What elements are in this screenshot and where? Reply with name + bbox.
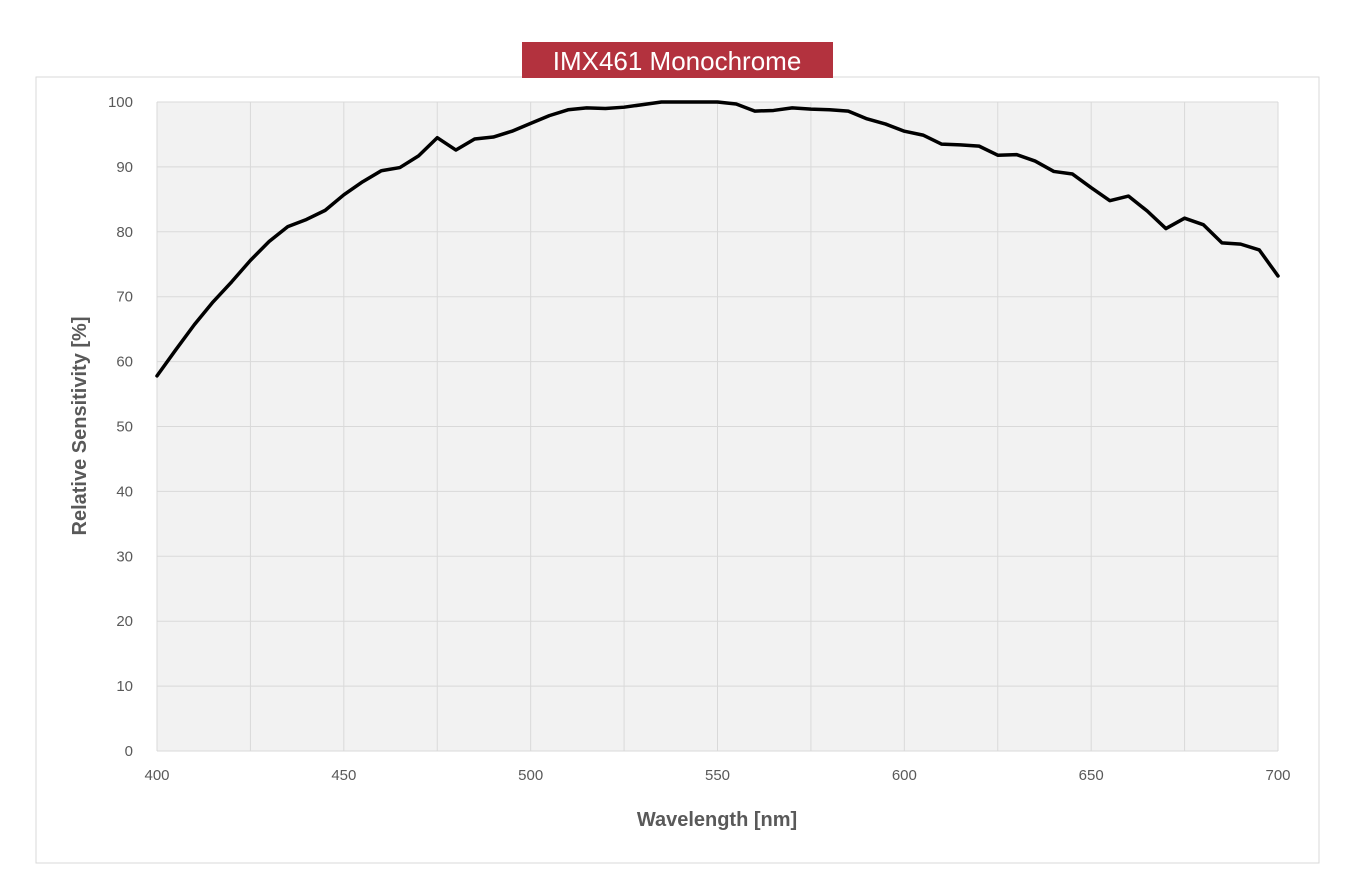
series-line	[155, 100, 1280, 378]
x-tick-label: 650	[1079, 767, 1104, 784]
y-tick-label: 40	[116, 483, 133, 500]
y-tick-label: 0	[125, 743, 133, 760]
x-tick-label: 600	[892, 767, 917, 784]
y-axis-title: Relative Sensitivity [%]	[69, 317, 91, 536]
y-tick-label: 80	[116, 224, 133, 241]
y-tick-label: 30	[116, 548, 133, 565]
y-tick-label: 50	[116, 419, 133, 436]
y-tick-label: 20	[116, 613, 133, 630]
y-tick-labels: 0 10 20 30 40 50 60 70 80 90 100	[108, 94, 133, 760]
x-tick-labels: 400 450 500 550 600 650 700	[144, 767, 1290, 784]
x-tick-label: 400	[144, 767, 169, 784]
chart-title: IMX461 Monochrome	[553, 46, 802, 76]
y-tick-label: 90	[116, 159, 133, 176]
y-tick-label: 70	[116, 289, 133, 306]
grid	[156, 101, 1279, 752]
x-tick-label: 500	[518, 767, 543, 784]
x-axis-title: Wavelength [nm]	[637, 809, 797, 831]
x-tick-label: 450	[331, 767, 356, 784]
chart-title-background	[522, 42, 833, 78]
y-tick-label: 10	[116, 678, 133, 695]
y-tick-label: 100	[108, 94, 133, 111]
x-tick-label: 550	[705, 767, 730, 784]
y-tick-label: 60	[116, 354, 133, 371]
x-tick-label: 700	[1265, 767, 1290, 784]
